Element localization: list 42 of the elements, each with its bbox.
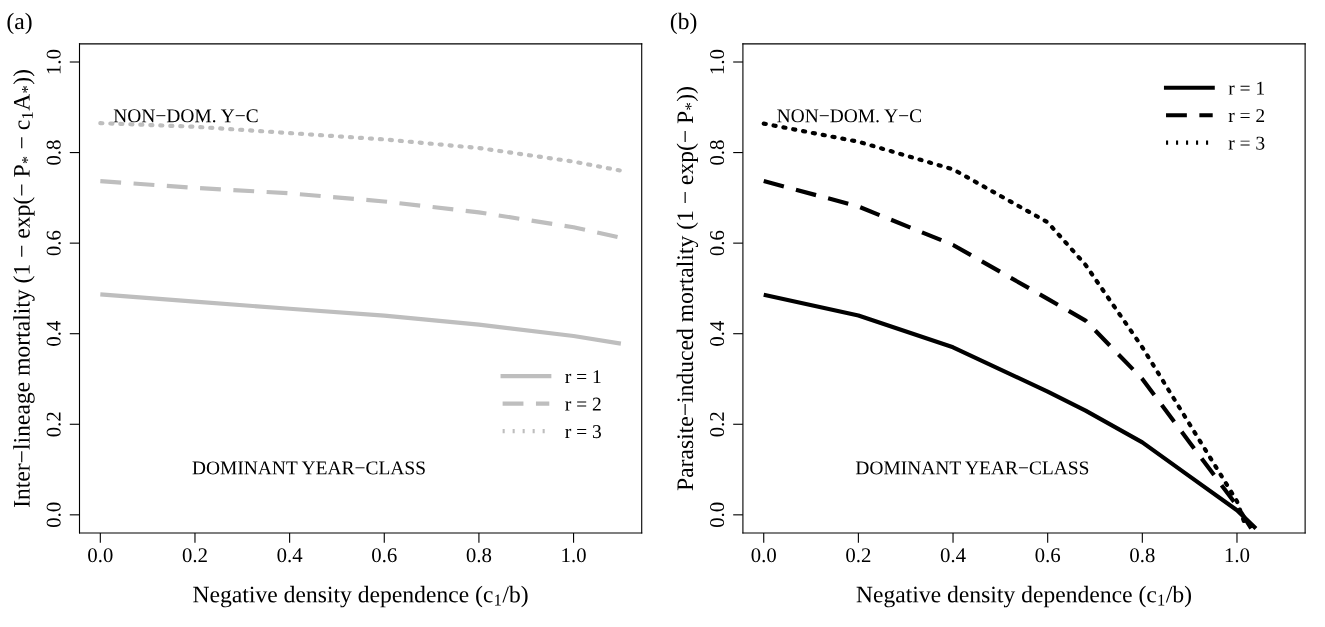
legend-label: r = 1: [1228, 81, 1264, 95]
legend-label: r = 3: [565, 425, 601, 439]
x-tick-label: 0.6: [372, 548, 397, 563]
y-tick-label: 0.2: [710, 412, 725, 437]
chart-title: (b): [670, 12, 697, 35]
x-tick-label: 0.2: [846, 548, 871, 563]
annotation: DOMINANT YEAR−CLASS: [192, 461, 425, 475]
y-tick-label: 0.0: [710, 502, 725, 528]
x-tick-label: 0.2: [182, 548, 207, 563]
y-tick-label: 0.6: [46, 230, 61, 256]
legend-label: r = 3: [1228, 136, 1265, 150]
x-tick-label: 1.0: [562, 548, 586, 563]
x-axis-title: Negative density dependence (c$_{1}$/b): [193, 585, 528, 608]
line-series: [98, 292, 623, 346]
x-tick-label: 0.0: [751, 548, 776, 563]
y-tick-label: 0.0: [46, 502, 61, 528]
y-tick-label: 0.4: [710, 321, 725, 346]
y-tick-label: 0.8: [46, 140, 61, 165]
y-axis-title: Parasite−induced mortality (1 − exp(− P$_{*}$)): [676, 87, 699, 491]
x-tick-label: 0.4: [277, 548, 303, 563]
x-tick-label: 0.8: [466, 548, 492, 563]
x-tick-label: 1.0: [1225, 548, 1250, 563]
y-axis-title: Inter−lineage mortality (1 − exp(− P$_{*}$ − c$_{1}$A$_{*}$)): [13, 70, 35, 508]
x-axis-title: Negative density dependence (c$_{1}$/b): [856, 585, 1191, 608]
x-tick-label: 0.8: [1130, 548, 1155, 563]
legend-label: r = 1: [565, 370, 601, 383]
x-tick-label: 0.4: [940, 548, 966, 563]
x-tick-label: 0.0: [88, 548, 113, 563]
chart-title: (a): [7, 12, 32, 35]
y-tick-label: 0.6: [710, 230, 725, 256]
y-tick-label: 1.0: [710, 49, 725, 74]
line-series: [98, 121, 623, 173]
annotation: DOMINANT YEAR−CLASS: [855, 461, 1089, 475]
x-tick-label: 0.6: [1035, 548, 1061, 563]
legend-label: r = 2: [1228, 109, 1265, 123]
legend-label: r = 2: [565, 397, 601, 411]
y-tick-label: 0.8: [710, 140, 725, 165]
annotation: NON−DOM. Y−C: [777, 109, 922, 123]
y-tick-label: 1.0: [46, 49, 61, 74]
annotation: NON−DOM. Y−C: [113, 109, 258, 123]
y-tick-label: 0.2: [46, 412, 61, 437]
y-tick-label: 0.4: [46, 321, 61, 346]
